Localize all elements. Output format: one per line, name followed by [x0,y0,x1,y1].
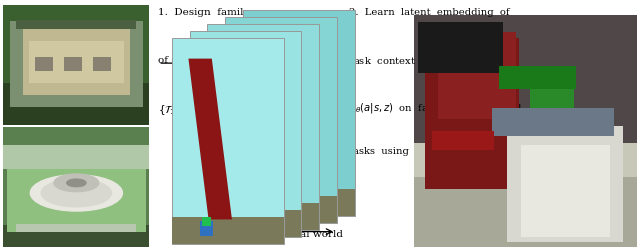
Bar [29,41,124,83]
Bar [207,203,319,230]
Bar [207,24,319,230]
Polygon shape [188,59,232,219]
Bar [93,57,111,71]
Bar [225,17,337,223]
Bar [243,189,355,216]
Bar [255,196,264,205]
Bar [438,32,516,119]
Bar [202,217,211,226]
Bar [10,21,143,107]
Polygon shape [242,38,285,198]
Polygon shape [224,45,268,205]
Bar [3,83,149,125]
Bar [22,29,130,95]
Bar [200,222,213,236]
Bar [499,66,577,89]
Bar [236,207,249,222]
Bar [16,224,136,232]
Circle shape [54,174,99,192]
Polygon shape [260,30,303,191]
Text: task  context  $q_\phi(z|c)$  and  policy: task context $q_\phi(z|c)$ and policy [349,54,517,69]
Text: 1.  Design  family: 1. Design family [158,8,250,17]
Text: $\pi_\theta(a|s, z)$  on  family  of  simulated: $\pi_\theta(a|s, z)$ on family of simula… [349,101,522,115]
Bar [414,143,637,177]
Text: of simulated tasks: of simulated tasks [158,56,253,65]
Circle shape [30,175,122,211]
Bar [419,22,503,73]
Bar [271,193,285,208]
Bar [273,189,282,198]
Bar [3,127,149,247]
Bar [253,200,267,215]
Bar [3,5,149,125]
Bar [3,145,149,169]
Bar [172,217,284,244]
Bar [218,214,231,229]
Bar [492,108,614,136]
Bar [16,20,136,29]
Bar [189,210,301,237]
Bar [189,31,301,237]
Bar [6,167,146,232]
Circle shape [67,179,86,187]
Polygon shape [206,52,250,212]
Bar [521,145,610,237]
Bar [64,57,82,71]
Text: 2.  Learn  latent  embedding  of: 2. Learn latent embedding of [349,8,509,17]
Bar [425,39,518,189]
Bar [414,166,637,247]
Bar [414,15,637,247]
Text: tasks  using  PEARL  [5]: tasks using PEARL [5] [349,147,470,156]
Bar [508,127,623,242]
Bar [243,10,355,216]
Bar [220,210,228,218]
Text: 3.  Adapt to the real world: 3. Adapt to the real world [204,230,342,239]
Bar [3,225,149,247]
Bar [237,203,246,211]
Bar [172,38,284,244]
Circle shape [41,179,111,207]
Text: $\{\mathcal{T}_1, \mathcal{T}_2, \ldots, \mathcal{T}_N\}$: $\{\mathcal{T}_1, \mathcal{T}_2, \ldots,… [158,103,230,117]
Bar [35,57,53,71]
Bar [530,89,574,108]
Bar [432,131,494,149]
Bar [225,196,337,223]
